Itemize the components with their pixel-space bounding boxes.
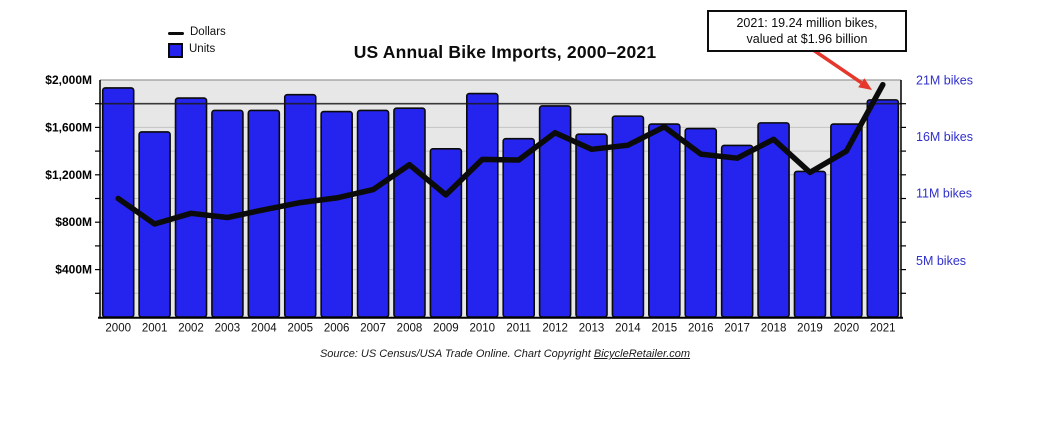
x-axis-label-2001: 2001: [142, 323, 168, 335]
bar-2008: [393, 107, 426, 318]
dollars-line: [115, 81, 886, 227]
left-axis-label: $400M: [55, 263, 92, 277]
x-axis-label-2021: 2021: [870, 323, 896, 335]
legend-row-dollars: Dollars: [168, 26, 226, 40]
x-axis-label-2005: 2005: [287, 323, 313, 335]
x-axis-label-2004: 2004: [251, 323, 277, 335]
bar-2010: [465, 92, 499, 318]
left-axis-label: $2,000M: [45, 73, 92, 87]
x-axis-label-2018: 2018: [761, 323, 787, 335]
bar-2017: [720, 144, 754, 318]
annotation-callout: 2021: 19.24 million bikes, valued at $1.…: [707, 10, 907, 52]
dollars-line-swatch-icon: [168, 31, 184, 35]
x-axis-label-2008: 2008: [397, 323, 423, 335]
legend: Dollars Units: [168, 26, 226, 58]
legend-dollars-label: Dollars: [190, 26, 226, 39]
source-note: Source: US Census/USA Trade Online. Char…: [0, 348, 1010, 360]
chart-title: US Annual Bike Imports, 2000–2021: [353, 42, 657, 62]
bar-2002: [174, 97, 208, 318]
right-axis-label: 16M bikes: [916, 130, 973, 144]
x-axis-label-2003: 2003: [215, 323, 241, 335]
x-axis-label-2007: 2007: [360, 323, 386, 335]
source-text: Source: US Census/USA Trade Online. Char…: [319, 348, 594, 360]
left-axis-label: $1,600M: [45, 120, 92, 134]
x-axis-label-2010: 2010: [469, 323, 495, 335]
right-axis-label: 11M bikes: [916, 186, 972, 200]
right-axis-label: 21M bikes: [916, 74, 973, 88]
x-axis-label-2016: 2016: [688, 323, 714, 335]
x-axis-label-2013: 2013: [579, 323, 605, 335]
annotation-line1: 2021: 19.24 million bikes,: [736, 16, 878, 30]
x-axis-label-2011: 2011: [506, 323, 531, 335]
annotation-line2: valued at $1.96 billion: [746, 32, 868, 46]
x-axis-label-2000: 2000: [105, 323, 131, 335]
bar-2019: [793, 170, 827, 318]
bar-2009: [429, 148, 463, 318]
x-axis-label-2009: 2009: [433, 323, 459, 335]
legend-units-label: Units: [189, 43, 216, 56]
units-square-swatch-icon: [168, 42, 183, 58]
x-axis-label-2002: 2002: [178, 323, 204, 335]
bar-2021: [866, 99, 900, 318]
left-axis-label: $800M: [55, 215, 92, 229]
x-axis-label-2019: 2019: [797, 323, 823, 335]
bar-2007: [356, 109, 390, 318]
bar-2006: [320, 110, 353, 318]
x-axis-label-2020: 2020: [834, 323, 860, 335]
annotation-arrow-head-icon: [858, 78, 872, 90]
right-axis-label: 5M bikes: [916, 254, 966, 268]
bar-2013: [575, 133, 608, 318]
x-axis-label-2012: 2012: [542, 323, 568, 335]
left-axis-label: $1,200M: [45, 168, 92, 182]
x-axis-label-2014: 2014: [615, 323, 641, 335]
x-axis-label-2017: 2017: [724, 323, 750, 335]
source-link[interactable]: BicycleRetailer.com: [593, 348, 691, 360]
bar-2011: [502, 137, 536, 318]
x-axis-label-2006: 2006: [324, 323, 350, 335]
bar-2015: [648, 123, 681, 318]
legend-row-units: Units: [168, 42, 226, 58]
bar-2000: [101, 87, 135, 318]
x-axis-label-2015: 2015: [652, 323, 678, 335]
